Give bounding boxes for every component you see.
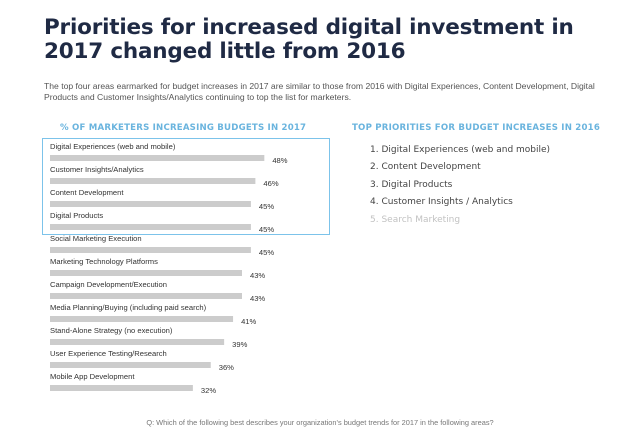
bar xyxy=(50,270,242,276)
priorities-heading: TOP PRIORITIES FOR BUDGET INCREASES IN 2… xyxy=(352,123,601,133)
bar xyxy=(50,155,265,161)
priority-item: 3. Digital Products xyxy=(370,179,453,190)
bar-category-label: Content Development xyxy=(50,188,124,197)
priority-item: 2. Content Development xyxy=(370,162,481,173)
priorities-list: 1. Digital Experiences (web and mobile) … xyxy=(370,142,550,229)
bar-value-label: 45% xyxy=(259,248,274,257)
bar xyxy=(50,293,242,299)
bar-value-label: 45% xyxy=(259,202,274,211)
bar-value-label: 36% xyxy=(219,363,234,372)
bar xyxy=(50,247,251,253)
bar xyxy=(50,316,234,322)
bar xyxy=(50,362,211,368)
page-title: Priorities for increased digital investm… xyxy=(44,15,574,64)
bar-value-label: 32% xyxy=(201,386,216,395)
bar-category-label: Customer Insights/Analytics xyxy=(50,165,144,174)
bar-category-label: Stand-Alone Strategy (no execution) xyxy=(50,326,173,335)
bar xyxy=(50,385,193,391)
bar-value-label: 45% xyxy=(259,225,274,234)
bar-category-label: Digital Experiences (web and mobile) xyxy=(50,142,176,151)
bar-value-label: 39% xyxy=(232,340,247,349)
bar-category-label: User Experience Testing/Research xyxy=(50,349,167,358)
bar xyxy=(50,224,251,230)
survey-question: Q: Which of the following best describes… xyxy=(146,418,494,427)
priority-item: 5. Search Marketing xyxy=(370,214,461,225)
bar-category-label: Media Planning/Buying (including paid se… xyxy=(50,303,207,312)
bar xyxy=(50,178,256,184)
bar xyxy=(50,201,251,207)
bar-value-label: 43% xyxy=(250,294,265,303)
bar-category-label: Marketing Technology Platforms xyxy=(50,257,158,266)
priority-item: 4. Customer Insights / Analytics xyxy=(370,197,513,208)
top-four-highlight-box xyxy=(42,138,330,235)
bar-value-label: 41% xyxy=(241,317,256,326)
bar-category-label: Mobile App Development xyxy=(50,372,135,381)
bar-value-label: 46% xyxy=(263,179,278,188)
bar xyxy=(50,339,225,345)
page-subtitle: The top four areas earmarked for budget … xyxy=(44,81,595,102)
bar-value-label: 48% xyxy=(272,156,287,165)
bar-value-label: 43% xyxy=(250,271,265,280)
bar-category-label: Digital Products xyxy=(50,211,103,220)
bar-category-label: Social Marketing Execution xyxy=(50,234,142,243)
chart-title: % OF MARKETERS INCREASING BUDGETS IN 201… xyxy=(60,123,307,133)
priority-item: 1. Digital Experiences (web and mobile) xyxy=(370,145,551,155)
bar-category-label: Campaign Development/Execution xyxy=(50,280,167,289)
